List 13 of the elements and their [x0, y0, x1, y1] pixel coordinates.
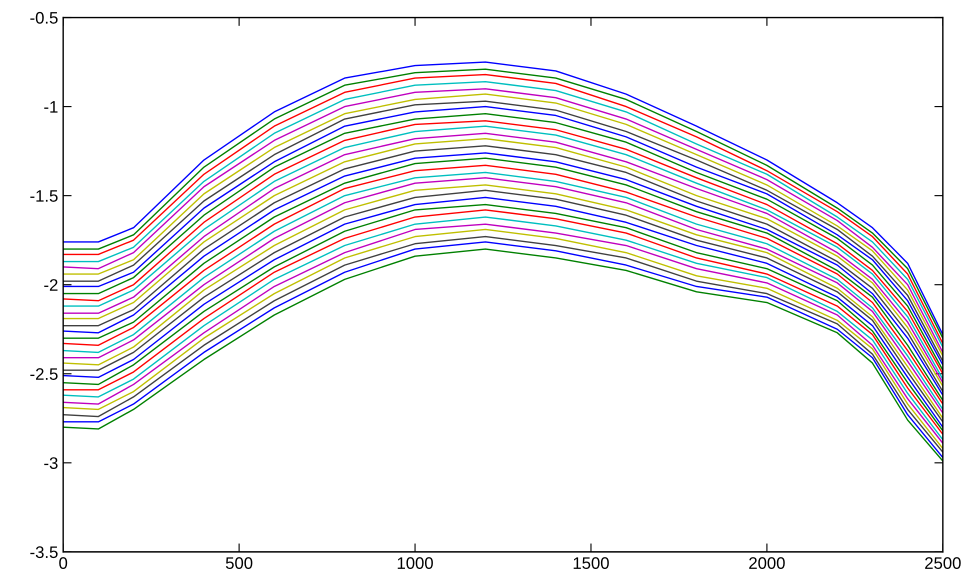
x-tick-label: 500	[226, 557, 252, 569]
x-tick-label: 1500	[574, 557, 609, 569]
x-tick-label: 1000	[398, 557, 433, 569]
x-tick-label: 0	[59, 557, 68, 569]
y-tick-label: -2	[44, 279, 58, 291]
x-tick-label: 2500	[925, 557, 961, 569]
y-tick-label: -3	[44, 457, 58, 470]
y-tick-label: -3.5	[30, 546, 58, 558]
y-tick-label: -1.5	[30, 190, 58, 202]
y-tick-label: -0.5	[30, 12, 58, 24]
y-tick-label: -1	[44, 101, 58, 113]
y-tick-label: -2.5	[30, 368, 58, 380]
x-tick-label: 2000	[749, 557, 785, 569]
